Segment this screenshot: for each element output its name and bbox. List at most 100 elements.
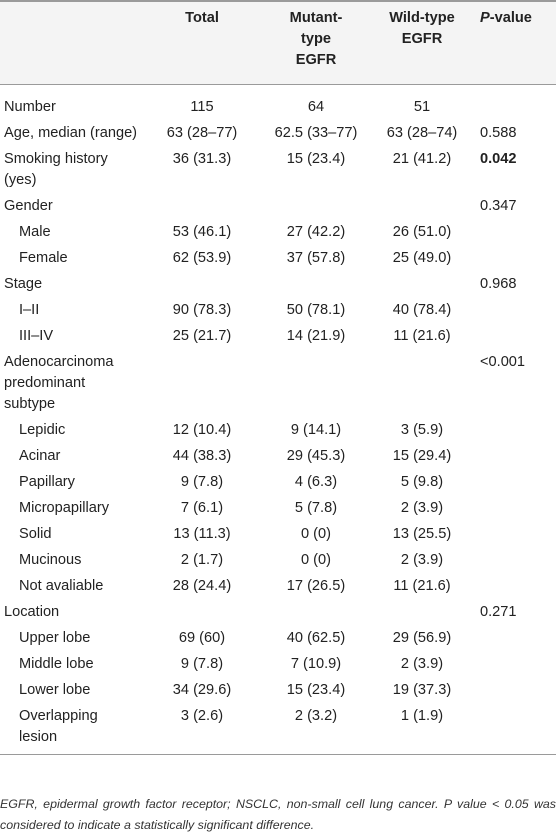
- row-label: Location: [4, 604, 60, 620]
- cell-wild: 40 (78.4): [392, 302, 452, 318]
- cell-total: [142, 347, 262, 415]
- cell-pvalue: 0.042: [480, 151, 517, 167]
- row-label: Papillary: [19, 474, 75, 490]
- row-label: Acinar: [19, 448, 61, 464]
- table-row: Age, median (range) 63 (28–77) 62.5 (33–77…: [0, 118, 556, 144]
- cell-total: 9 (7.8): [180, 656, 224, 672]
- table-row: Stage 0.968: [0, 269, 556, 295]
- cell-wild: 51: [413, 99, 431, 115]
- row-label: Mucinous: [19, 552, 82, 568]
- cell-total: 90 (78.3): [172, 302, 232, 318]
- row-label: Adenocarcinoma predominant subtype: [4, 354, 114, 412]
- cell-pvalue: [474, 623, 556, 649]
- cell-mutant: [262, 191, 370, 217]
- header-total: Total: [185, 10, 219, 26]
- cell-pvalue: [474, 571, 556, 597]
- cell-pvalue: 0.588: [480, 125, 517, 141]
- table-row: I–II 90 (78.3) 50 (78.1) 40 (78.4): [0, 295, 556, 321]
- cell-mutant: 15 (23.4): [286, 682, 346, 698]
- header-mutant: Mutant-type EGFR: [289, 10, 343, 68]
- cell-total: [142, 269, 262, 295]
- row-label: Age, median (range): [4, 125, 138, 141]
- table-row: Papillary 9 (7.8) 4 (6.3) 5 (9.8): [0, 467, 556, 493]
- cell-total: 3 (2.6): [180, 708, 224, 724]
- cell-mutant: [262, 347, 370, 415]
- cell-total: 2 (1.7): [180, 552, 224, 568]
- row-label: Middle lobe: [19, 656, 94, 672]
- cell-mutant: 15 (23.4): [286, 151, 346, 167]
- cell-total: [142, 597, 262, 623]
- header-pvalue: P-value: [474, 0, 556, 85]
- cell-mutant: [262, 269, 370, 295]
- cell-total: 69 (60): [178, 630, 226, 646]
- row-label: Lower lobe: [19, 682, 91, 698]
- table-row: Mucinous 2 (1.7) 0 (0) 2 (3.9): [0, 545, 556, 571]
- row-label: Solid: [19, 526, 52, 542]
- cell-wild: 11 (21.6): [393, 328, 451, 344]
- cell-mutant: 0 (0): [300, 526, 331, 542]
- cell-total: 7 (6.1): [180, 500, 224, 516]
- table-row: Female 62 (53.9) 37 (57.8) 25 (49.0): [0, 243, 556, 269]
- header-wild: Wild-type EGFR: [389, 10, 455, 47]
- cell-mutant: 27 (42.2): [286, 224, 346, 240]
- table-row: Male 53 (46.1) 27 (42.2) 26 (51.0): [0, 217, 556, 243]
- header-band: [0, 0, 556, 85]
- header-variable: [0, 0, 142, 85]
- cell-pvalue: 0.968: [480, 276, 517, 292]
- cell-total: 53 (46.1): [172, 224, 232, 240]
- cell-mutant: 40 (62.5): [286, 630, 346, 646]
- characteristics-table: Total Mutant-type EGFR Wild-type EGFR P-…: [0, 0, 556, 755]
- cell-pvalue: 0.271: [480, 604, 517, 620]
- cell-wild: 26 (51.0): [392, 224, 452, 240]
- cell-mutant: 29 (45.3): [286, 448, 346, 464]
- cell-wild: 63 (28–74): [386, 125, 458, 141]
- cell-total: 28 (24.4): [172, 578, 232, 594]
- row-label: III–IV: [19, 328, 54, 344]
- row-label: Lepidic: [19, 422, 66, 438]
- header-pvalue-rest: -value: [489, 10, 532, 26]
- cell-wild: 2 (3.9): [400, 552, 444, 568]
- cell-wild: 5 (9.8): [400, 474, 444, 490]
- cell-mutant: 0 (0): [300, 552, 331, 568]
- cell-pvalue: [474, 649, 556, 675]
- cell-mutant: 2 (3.2): [294, 708, 338, 724]
- cell-wild: 2 (3.9): [400, 500, 444, 516]
- cell-total: 115: [190, 99, 214, 115]
- cell-pvalue: [474, 441, 556, 467]
- table-row: III–IV 25 (21.7) 14 (21.9) 11 (21.6): [0, 321, 556, 347]
- cell-pvalue: [474, 217, 556, 243]
- table-row: Acinar 44 (38.3) 29 (45.3) 15 (29.4): [0, 441, 556, 467]
- table-row: Location 0.271: [0, 597, 556, 623]
- table-row: Smoking history (yes) 36 (31.3) 15 (23.4) 2…: [0, 144, 556, 191]
- row-label: Female: [19, 250, 68, 266]
- row-label: Number: [4, 99, 56, 115]
- table-row: Lower lobe 34 (29.6) 15 (23.4) 19 (37.3): [0, 675, 556, 701]
- table-row: Micropapillary 7 (6.1) 5 (7.8) 2 (3.9): [0, 493, 556, 519]
- cell-pvalue: 0.347: [480, 198, 517, 214]
- cell-mutant: [262, 597, 370, 623]
- row-label: Stage: [4, 276, 43, 292]
- row-label: Gender: [4, 198, 53, 214]
- cell-mutant: 9 (14.1): [290, 422, 342, 438]
- row-label: Upper lobe: [19, 630, 91, 646]
- cell-total: 12 (10.4): [172, 422, 232, 438]
- table-footnote: EGFR, epidermal growth factor receptor; …: [0, 797, 556, 832]
- cell-pvalue: [474, 493, 556, 519]
- cell-pvalue: [474, 467, 556, 493]
- cell-pvalue: [474, 545, 556, 571]
- cell-total: 9 (7.8): [180, 474, 224, 490]
- cell-total: 34 (29.6): [172, 682, 232, 698]
- cell-mutant: 50 (78.1): [286, 302, 346, 318]
- table-row: Not avaliable 28 (24.4) 17 (26.5) 11 (21.6): [0, 571, 556, 597]
- table-row: Adenocarcinoma predominant subtype <0.001: [0, 347, 556, 415]
- cell-wild: [370, 597, 474, 623]
- cell-wild: 19 (37.3): [392, 682, 452, 698]
- cell-wild: [370, 269, 474, 295]
- header-pvalue-italic: P: [480, 10, 490, 26]
- cell-wild: 25 (49.0): [392, 250, 452, 266]
- cell-pvalue: [474, 675, 556, 701]
- cell-total: 25 (21.7): [172, 328, 232, 344]
- table-row: Lepidic 12 (10.4) 9 (14.1) 3 (5.9): [0, 415, 556, 441]
- cell-pvalue: [474, 519, 556, 545]
